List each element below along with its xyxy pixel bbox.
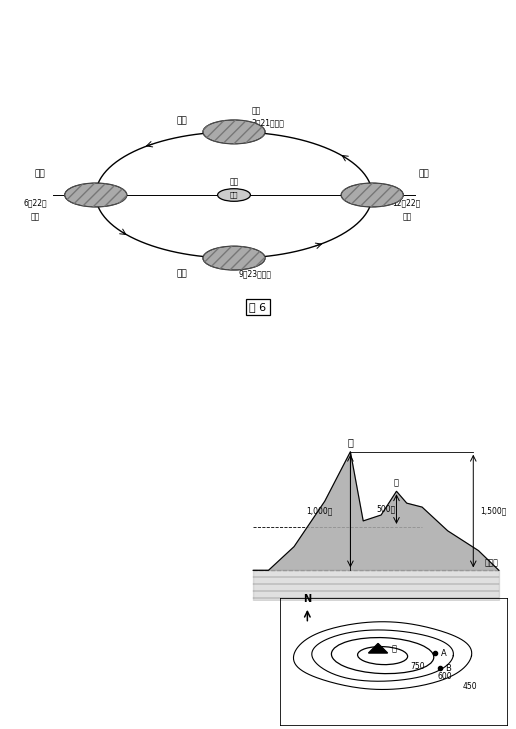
Text: 450: 450 [462, 682, 477, 691]
Text: 3月21日前后: 3月21日前后 [251, 118, 284, 127]
Text: 乙: 乙 [394, 478, 399, 488]
Text: N: N [303, 593, 312, 604]
Text: 甲: 甲 [347, 437, 353, 447]
Text: 1,500米: 1,500米 [480, 507, 507, 515]
Text: 春分: 春分 [177, 117, 187, 125]
Polygon shape [253, 452, 499, 570]
Text: 南极: 南极 [230, 177, 238, 186]
Text: 冬至: 冬至 [418, 169, 429, 178]
Circle shape [64, 183, 127, 207]
Circle shape [218, 189, 250, 201]
Text: 夏至: 夏至 [34, 169, 45, 178]
Text: 600: 600 [438, 671, 452, 681]
Text: B: B [445, 664, 451, 673]
Circle shape [203, 120, 265, 144]
Text: 6月22日: 6月22日 [23, 199, 47, 208]
Text: 9月23日前后: 9月23日前后 [238, 270, 271, 278]
Text: 太阳: 太阳 [230, 192, 238, 198]
Text: 500米: 500米 [376, 504, 395, 514]
Text: 北极: 北极 [251, 106, 261, 115]
Text: 750: 750 [410, 662, 425, 671]
Text: 图 6: 图 6 [249, 302, 267, 312]
Text: 甲: 甲 [391, 644, 396, 653]
Circle shape [341, 183, 404, 207]
Polygon shape [368, 644, 388, 653]
Text: 1,000米: 1,000米 [307, 507, 333, 515]
Circle shape [203, 246, 265, 270]
Text: 前后: 前后 [30, 212, 40, 221]
Text: 12月22日: 12月22日 [393, 199, 421, 208]
Text: 前后: 前后 [402, 212, 411, 221]
Text: A: A [441, 649, 446, 658]
Text: 海平面: 海平面 [485, 558, 499, 567]
Text: 秋分: 秋分 [177, 270, 187, 278]
